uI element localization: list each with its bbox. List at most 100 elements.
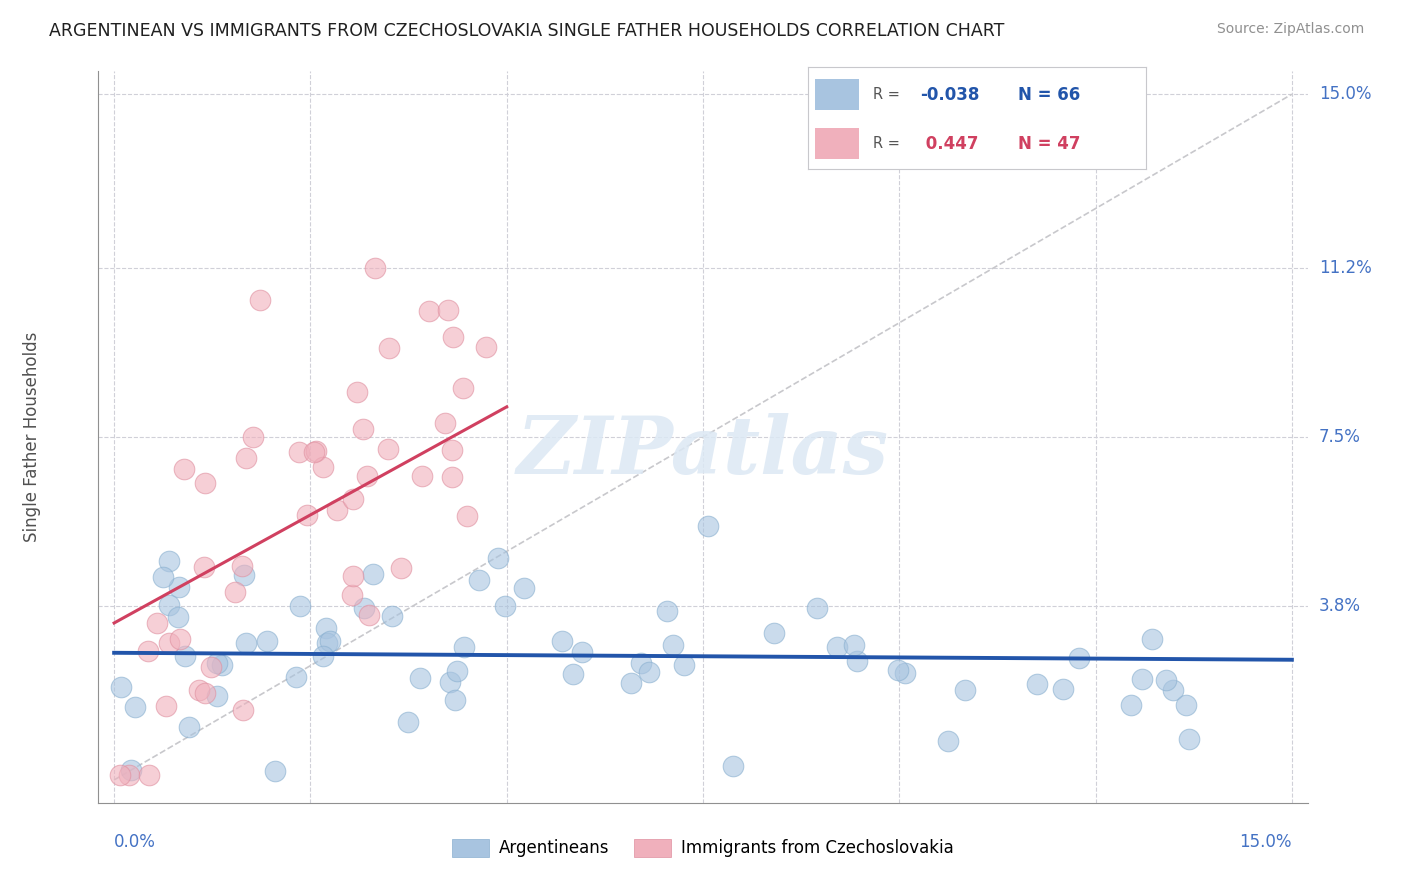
Text: 15.0%: 15.0% <box>1319 86 1371 103</box>
Point <box>396 714 419 729</box>
Point <box>380 609 402 624</box>
Point <box>173 462 195 476</box>
Point <box>136 644 159 658</box>
Point <box>319 634 342 648</box>
Point <box>451 381 474 395</box>
Point <box>312 459 335 474</box>
Point <box>157 636 180 650</box>
Point <box>295 508 318 522</box>
Point <box>352 422 374 436</box>
Point <box>1067 650 1090 665</box>
Point <box>194 686 217 700</box>
Point <box>232 568 254 582</box>
Point <box>657 604 679 618</box>
Point <box>846 654 869 668</box>
Point <box>138 768 160 782</box>
Point <box>169 632 191 646</box>
Point <box>312 648 335 663</box>
Point <box>468 573 491 587</box>
Point <box>886 663 908 677</box>
Text: 11.2%: 11.2% <box>1319 259 1371 277</box>
Point <box>446 665 468 679</box>
Point <box>157 598 180 612</box>
Point <box>146 615 169 630</box>
Text: ZIPatlas: ZIPatlas <box>517 413 889 491</box>
Point <box>359 607 381 622</box>
Point <box>315 621 337 635</box>
Point <box>232 703 254 717</box>
Point <box>287 445 309 459</box>
Point <box>256 634 278 648</box>
Point <box>342 568 364 582</box>
FancyBboxPatch shape <box>815 128 859 159</box>
Point <box>207 656 229 670</box>
Point <box>194 475 217 490</box>
Point <box>200 659 222 673</box>
Point <box>1119 698 1142 712</box>
Point <box>120 763 142 777</box>
Point <box>697 519 720 533</box>
Point <box>444 692 467 706</box>
Legend: Argentineans, Immigrants from Czechoslovakia: Argentineans, Immigrants from Czechoslov… <box>446 832 960 864</box>
Point <box>437 303 460 318</box>
Point <box>486 550 509 565</box>
Point <box>124 700 146 714</box>
Point <box>342 588 364 602</box>
Point <box>762 626 785 640</box>
Point <box>443 329 465 343</box>
Point <box>242 430 264 444</box>
Point <box>305 443 328 458</box>
Point <box>1161 682 1184 697</box>
Point <box>110 681 132 695</box>
Point <box>1140 632 1163 646</box>
Point <box>418 304 440 318</box>
Point <box>637 665 659 679</box>
Point <box>806 601 828 615</box>
Point <box>188 682 211 697</box>
Text: 0.447: 0.447 <box>920 135 979 153</box>
Point <box>211 658 233 673</box>
Point <box>1178 731 1201 746</box>
Point <box>894 666 917 681</box>
Point <box>315 636 337 650</box>
Point <box>179 720 201 734</box>
Text: 0.0%: 0.0% <box>114 833 156 851</box>
Point <box>377 442 399 457</box>
Point <box>630 656 652 670</box>
Point <box>342 491 364 506</box>
Text: Single Father Households: Single Father Households <box>22 332 41 542</box>
Point <box>152 570 174 584</box>
Point <box>264 764 287 778</box>
Point <box>1052 681 1074 696</box>
Point <box>157 553 180 567</box>
Text: 7.5%: 7.5% <box>1319 428 1361 446</box>
Point <box>356 468 378 483</box>
Point <box>302 445 325 459</box>
Point <box>955 683 977 698</box>
Point <box>825 640 848 654</box>
Point <box>361 567 384 582</box>
Point <box>205 690 228 704</box>
Point <box>1154 673 1177 687</box>
Point <box>562 667 585 681</box>
Point <box>938 734 960 748</box>
Point <box>439 675 461 690</box>
Text: Source: ZipAtlas.com: Source: ZipAtlas.com <box>1216 22 1364 37</box>
Point <box>235 636 257 650</box>
Point <box>453 640 475 654</box>
Point <box>456 508 478 523</box>
Point <box>409 671 432 685</box>
Point <box>474 340 496 354</box>
Point <box>167 609 190 624</box>
Point <box>389 560 412 574</box>
Point <box>231 558 253 573</box>
Point <box>193 560 215 574</box>
Point <box>513 581 536 595</box>
Text: N = 66: N = 66 <box>1018 86 1080 103</box>
Point <box>441 442 464 457</box>
Point <box>167 580 190 594</box>
Text: ARGENTINEAN VS IMMIGRANTS FROM CZECHOSLOVAKIA SINGLE FATHER HOUSEHOLDS CORRELATI: ARGENTINEAN VS IMMIGRANTS FROM CZECHOSLO… <box>49 22 1004 40</box>
Point <box>363 260 385 275</box>
Text: -0.038: -0.038 <box>920 86 979 103</box>
Point <box>551 634 574 648</box>
